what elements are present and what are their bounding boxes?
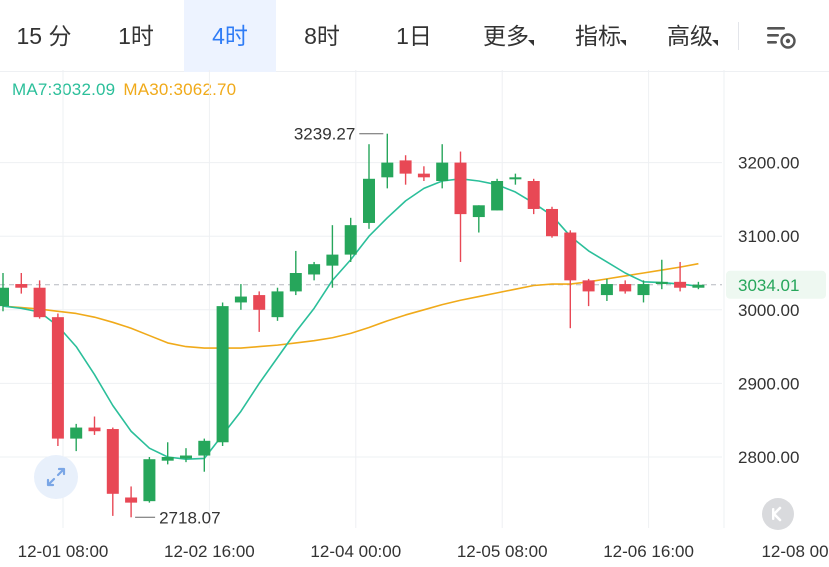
max-price-label: 3239.27 xyxy=(294,125,355,144)
candle-up xyxy=(70,427,83,439)
y-tick-label: 3000.00 xyxy=(738,301,799,320)
tab-4h-label: 4时 xyxy=(212,23,248,49)
candle-up xyxy=(436,162,449,181)
candle-up xyxy=(344,225,357,255)
candle-up xyxy=(381,162,394,178)
candle-up xyxy=(600,284,613,296)
candle-up xyxy=(161,457,174,461)
current-price-label: 3034.01 xyxy=(738,276,799,295)
tab-advanced[interactable]: 高级 xyxy=(648,0,732,72)
candle-up xyxy=(143,459,156,502)
x-tick-label: 12-01 08:00 xyxy=(18,542,109,561)
tab-8h[interactable]: 8时 xyxy=(278,0,366,72)
candle-up xyxy=(308,264,321,275)
tab-more-label: 更多 xyxy=(483,23,529,49)
candle-up xyxy=(271,291,284,318)
x-tick-label: 12-06 16:00 xyxy=(603,542,694,561)
moving-average-legend: MA7:3032.09 MA30:3062.70 xyxy=(12,80,236,100)
tab-more[interactable]: 更多 xyxy=(464,0,548,72)
current-price-badge xyxy=(726,270,826,299)
ma30-value: MA30:3062.70 xyxy=(123,80,237,99)
tab-1d[interactable]: 1日 xyxy=(370,0,458,72)
ma30-line xyxy=(2,262,699,349)
candle-up xyxy=(509,177,522,180)
candle-down xyxy=(88,427,101,432)
candle-down xyxy=(454,162,467,215)
tab-1h-label: 1时 xyxy=(118,23,154,49)
candle-up xyxy=(655,281,668,285)
tab-1d-label: 1日 xyxy=(396,23,432,49)
candle-down xyxy=(619,284,632,292)
y-tick-label: 3200.00 xyxy=(738,154,799,173)
tab-advanced-label: 高级 xyxy=(667,23,713,49)
candle-up xyxy=(289,273,302,292)
expand-arrows-icon[interactable] xyxy=(34,455,78,499)
x-tick-label: 12-08 00 xyxy=(761,542,828,561)
candle-down xyxy=(546,208,558,237)
x-tick-label: 12-05 08:00 xyxy=(457,542,548,561)
candle-down xyxy=(527,181,540,209)
tab-8h-label: 8时 xyxy=(304,23,340,49)
candle-up xyxy=(198,440,211,456)
candle-down xyxy=(253,295,266,310)
candle-down xyxy=(674,281,687,288)
candle-up xyxy=(234,296,247,303)
y-tick-label: 3100.00 xyxy=(738,227,799,246)
skip-to-latest-icon[interactable] xyxy=(762,498,794,530)
candlestick-chart[interactable]: 3200.00 3100.00 3000.00 2900.00 2800.00 12-01… xyxy=(0,70,829,567)
candle-up xyxy=(216,306,229,443)
candle-down xyxy=(33,287,46,318)
caret-down-icon xyxy=(620,40,626,46)
candle-up xyxy=(326,254,339,266)
candle-down xyxy=(51,317,64,439)
candle-down xyxy=(582,280,595,292)
candle-up xyxy=(637,284,650,296)
x-tick-label: 12-02 16:00 xyxy=(164,542,255,561)
candle-down xyxy=(15,284,28,288)
x-tick-label: 12-04 00:00 xyxy=(310,542,401,561)
candle-up xyxy=(363,178,375,223)
candle-up xyxy=(491,181,504,211)
tab-1h[interactable]: 1时 xyxy=(92,0,180,72)
candle-up xyxy=(692,284,705,288)
candle-down xyxy=(125,497,138,503)
candle-down xyxy=(564,232,577,281)
tab-4h[interactable]: 4时 xyxy=(184,0,276,72)
tab-indicators[interactable]: 指标 xyxy=(556,0,640,72)
candle-up xyxy=(0,287,9,307)
candle-down xyxy=(106,429,119,494)
min-price-label: 2718.07 xyxy=(159,508,220,527)
tab-15m-label: 15 分 xyxy=(16,23,72,49)
caret-down-icon xyxy=(528,40,534,46)
chart-settings-icon[interactable] xyxy=(764,22,800,52)
ma7-value: MA7:3032.09 xyxy=(12,80,116,99)
candle-up xyxy=(472,205,485,218)
tab-divider xyxy=(738,22,739,50)
tab-15m[interactable]: 15 分 xyxy=(0,0,88,72)
caret-down-icon xyxy=(712,40,718,46)
candle-down xyxy=(417,173,430,178)
y-tick-label: 2900.00 xyxy=(738,374,799,393)
tab-indicators-label: 指标 xyxy=(575,23,621,49)
candle-up xyxy=(180,455,192,459)
timeframe-tabbar: 15 分 1时 4时 8时 1日 更多 指标 高级 xyxy=(0,0,829,72)
candle-down xyxy=(399,160,412,174)
y-tick-label: 2800.00 xyxy=(738,448,799,467)
